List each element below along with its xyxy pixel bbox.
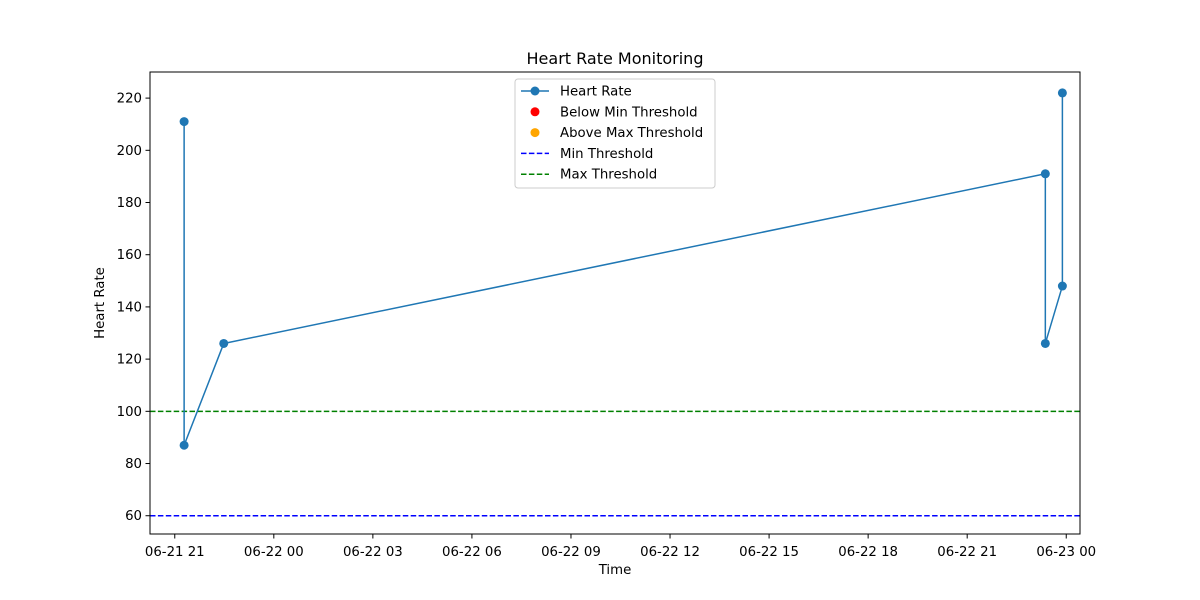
x-axis: 06-21 21 06-22 00 06-22 03 06-22 06 06-22 09… [145, 534, 1096, 560]
x-tick-label: 06-22 18 [838, 545, 898, 560]
y-tick-label: 100 [117, 405, 142, 420]
heart-rate-point-6 [1057, 281, 1067, 291]
x-tick-label: 06-22 09 [541, 545, 601, 560]
x-tick-label: 06-22 15 [739, 545, 799, 560]
y-axis-label: Heart Rate [93, 267, 108, 339]
legend-marker-below-min-threshold [530, 107, 540, 117]
x-tick-label: 06-23 00 [1036, 545, 1096, 560]
plot-frame [149, 71, 1081, 535]
x-axis-label: Time [598, 563, 632, 578]
y-tick-label: 220 [117, 92, 142, 107]
heart-rate-point-1 [179, 117, 189, 127]
x-tick-label: 06-22 03 [343, 545, 403, 560]
x-tick-label: 06-21 21 [145, 545, 205, 560]
heart-rate-point-7 [1057, 88, 1067, 98]
legend: Heart Rate Below Min Threshold Above Max T… [514, 78, 716, 189]
y-axis: 60 80 100 120 140 160 180 200 220 [117, 92, 150, 524]
heart-rate-point-5 [1040, 338, 1050, 348]
legend-label-above-max-threshold: Above Max Threshold [560, 126, 703, 141]
y-tick-label: 140 [117, 300, 142, 315]
chart-title: Heart Rate Monitoring [527, 49, 704, 68]
x-tick-label: 06-22 21 [937, 545, 997, 560]
legend-marker-heart-rate [530, 86, 540, 96]
plot-area [150, 88, 1080, 517]
legend-label-max-threshold: Max Threshold [560, 168, 657, 183]
y-tick-label: 60 [125, 509, 142, 524]
y-tick-label: 200 [117, 144, 142, 159]
heart-rate-point-2 [179, 440, 189, 450]
x-tick-label: 06-22 12 [640, 545, 700, 560]
y-tick-label: 120 [117, 353, 142, 368]
legend-box [514, 78, 716, 189]
legend-marker-above-max-threshold [530, 128, 540, 138]
legend-label-min-threshold: Min Threshold [560, 147, 653, 162]
y-tick-label: 160 [117, 248, 142, 263]
x-tick-label: 06-22 06 [442, 545, 502, 560]
y-tick-label: 80 [125, 457, 142, 472]
legend-label-heart-rate: Heart Rate [560, 85, 632, 100]
heart-rate-point-3 [219, 338, 229, 348]
heart-rate-point-4 [1040, 169, 1050, 179]
legend-label-below-min-threshold: Below Min Threshold [560, 105, 698, 120]
x-tick-label: 06-22 00 [244, 545, 304, 560]
y-tick-label: 180 [117, 196, 142, 211]
